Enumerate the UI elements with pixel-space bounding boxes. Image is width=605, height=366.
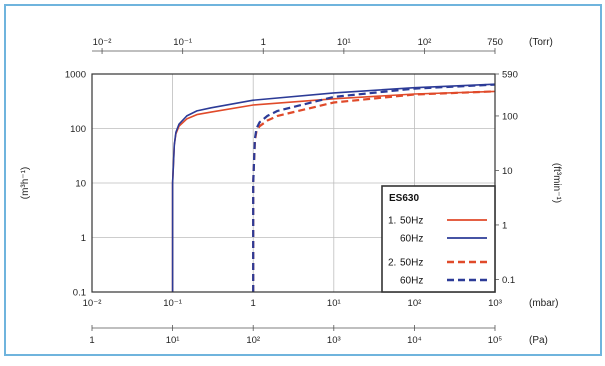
y-tick-label-right: 10	[502, 166, 513, 177]
legend-box	[381, 185, 496, 293]
x-tick-label-mbar: 10⁻¹	[163, 298, 182, 309]
legend-title: ES630	[389, 193, 419, 204]
series-layer	[171, 83, 496, 292]
y-tick-label-left: 0.1	[73, 288, 86, 299]
legend-entry-label: 60Hz	[400, 234, 423, 245]
series-line-2-60hz	[252, 83, 496, 292]
series-line-1-60hz	[171, 83, 496, 292]
x-tick-label-pa: 10³	[327, 335, 341, 346]
plot-border	[91, 73, 496, 293]
x-tick-label-pa: 10²	[246, 335, 260, 346]
x-tick-label-mbar: 10²	[408, 298, 422, 309]
x-tick-label-pa: 10¹	[166, 335, 180, 346]
x-tick-label-pa: 10⁵	[488, 335, 503, 346]
legend-entry-label: 60Hz	[400, 276, 423, 287]
legend-entry-label: 50Hz	[400, 258, 423, 269]
x-axis-unit-torr: (Torr)	[529, 37, 553, 48]
series-line-2-50hz	[252, 90, 496, 292]
x-tick-label-mbar: 10¹	[327, 298, 341, 309]
x-tick-label-mbar: 1	[251, 298, 256, 309]
vacuum-pump-chart: 10⁻² 10⁻¹ 1 10¹ 10² 10³ (mbar) 10⁻² 10⁻¹ 1 10¹ 10² 7…	[20, 37, 562, 346]
y-axis-unit-left: (m³h⁻¹)	[20, 167, 31, 200]
y-tick-label-left: 1000	[65, 70, 86, 81]
axis-layer: 10⁻² 10⁻¹ 1 10¹ 10² 10³ (mbar) 10⁻² 10⁻¹ 1 10¹ 10² 7…	[20, 37, 562, 346]
x-tick-label-torr: 10⁻²	[93, 37, 112, 48]
x-tick-label-torr: 10⁻¹	[173, 37, 192, 48]
y-tick-label-right: 590	[502, 70, 518, 81]
x-axis-unit-mbar: (mbar)	[529, 298, 558, 309]
y-tick-label-right: 0.1	[502, 275, 515, 286]
y-axis-unit-right: (ft³min⁻¹)	[551, 163, 562, 203]
x-tick-label-pa: 10⁴	[407, 335, 422, 346]
chart-frame: 10⁻² 10⁻¹ 1 10¹ 10² 10³ (mbar) 10⁻² 10⁻¹ 1 10¹ 10² 7…	[4, 4, 602, 356]
legend-entry-label: 50Hz	[400, 216, 423, 227]
legend-group-label: 1.	[388, 216, 396, 227]
x-tick-label-mbar: 10⁻²	[83, 298, 102, 309]
x-tick-label-pa: 1	[89, 335, 94, 346]
y-tick-label-left: 1	[81, 233, 86, 244]
legend-group-label: 2.	[388, 258, 396, 269]
y-tick-label-left: 100	[70, 124, 86, 135]
x-tick-label-torr: 10²	[418, 37, 432, 48]
x-tick-label-torr: 10¹	[337, 37, 351, 48]
x-tick-label-torr: 750	[487, 37, 503, 48]
legend: ES630 1. 50Hz 60Hz 2. 50Hz 60Hz	[381, 185, 496, 293]
y-tick-label-right: 1	[502, 220, 507, 231]
y-tick-label-right: 100	[502, 111, 518, 122]
x-tick-label-mbar: 10³	[488, 298, 502, 309]
y-tick-label-left: 10	[75, 179, 86, 190]
x-axis-unit-pa: (Pa)	[529, 335, 548, 346]
x-tick-label-torr: 1	[261, 37, 266, 48]
